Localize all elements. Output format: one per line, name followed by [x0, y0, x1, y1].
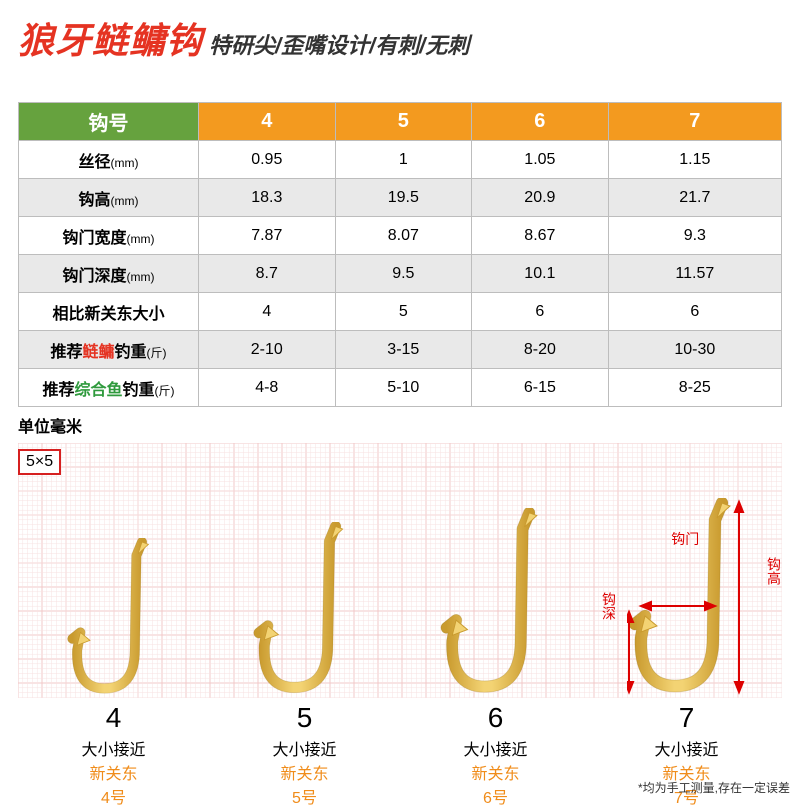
col-header-label: 钩号 [19, 103, 199, 141]
row-label: 丝径(mm) [19, 141, 199, 179]
table-row: 钩高(mm)18.319.520.921.7 [19, 179, 782, 217]
row-label: 钩门宽度(mm) [19, 217, 199, 255]
title-row: 狼牙鲢鳙钩 特研尖/歪嘴设计/有刺/无刺 [0, 0, 800, 72]
hook-close-label: 大小接近 [18, 736, 209, 760]
table-cell: 0.95 [199, 141, 336, 179]
hook-ref-brand: 新关东 [471, 766, 519, 783]
table-cell: 4 [199, 293, 336, 331]
hook-cell: 钩高 钩门 钩深 [591, 463, 782, 698]
row-label: 推荐综合鱼钓重(斤) [19, 369, 199, 407]
table-row: 推荐鲢鳙钓重(斤)2-103-158-2010-30 [19, 331, 782, 369]
table-cell: 10.1 [472, 255, 609, 293]
hook-icon [66, 538, 162, 698]
table-cell: 5-10 [335, 369, 472, 407]
hook-number: 4 [18, 702, 209, 734]
table-cell: 20.9 [472, 179, 609, 217]
hook-cell [18, 463, 209, 698]
table-cell: 21.7 [608, 179, 781, 217]
table-row: 钩门深度(mm)8.79.510.111.57 [19, 255, 782, 293]
table-cell: 2-10 [199, 331, 336, 369]
table-cell: 6 [608, 293, 781, 331]
row-label: 钩门深度(mm) [19, 255, 199, 293]
spec-table-head: 钩号4567 [19, 103, 782, 141]
table-row: 丝径(mm)0.9511.051.15 [19, 141, 782, 179]
table-cell: 9.3 [608, 217, 781, 255]
table-cell: 3-15 [335, 331, 472, 369]
hook-icon [439, 508, 553, 698]
table-cell: 18.3 [199, 179, 336, 217]
hook-number: 7 [591, 702, 782, 734]
table-cell: 8.07 [335, 217, 472, 255]
hook-ref-size: 4号 [101, 790, 126, 807]
table-cell: 11.57 [608, 255, 781, 293]
col-header-size: 4 [199, 103, 336, 141]
row-label: 相比新关东大小 [19, 293, 199, 331]
hook-close-label: 大小接近 [591, 736, 782, 760]
hook-close-label: 大小接近 [400, 736, 591, 760]
table-cell: 10-30 [608, 331, 781, 369]
hook-label-cell: 4 大小接近 新关东 4号 [18, 702, 209, 808]
table-cell: 8-20 [472, 331, 609, 369]
unit-note: 单位毫米 [18, 413, 800, 437]
table-cell: 7.87 [199, 217, 336, 255]
table-cell: 5 [335, 293, 472, 331]
dim-depth-label: 钩深 [599, 592, 619, 620]
grid-area: 5×5 [18, 443, 782, 698]
hooks-row: 钩高 钩门 钩深 [18, 463, 782, 698]
col-header-size: 6 [472, 103, 609, 141]
hook-label-cell: 6 大小接近 新关东 6号 [400, 702, 591, 808]
row-label: 钩高(mm) [19, 179, 199, 217]
col-header-size: 7 [608, 103, 781, 141]
dim-height-label: 钩高 [764, 557, 784, 585]
table-cell: 8.7 [199, 255, 336, 293]
table-cell: 6-15 [472, 369, 609, 407]
spec-table: 钩号4567 丝径(mm)0.9511.051.15钩高(mm)18.319.5… [18, 102, 782, 407]
hook-ref-brand: 新关东 [280, 766, 328, 783]
hook-cell [400, 463, 591, 698]
table-row: 推荐综合鱼钓重(斤)4-85-106-158-25 [19, 369, 782, 407]
title-sub: 特研尖/歪嘴设计/有刺/无刺 [209, 28, 469, 60]
table-cell: 1 [335, 141, 472, 179]
table-cell: 1.15 [608, 141, 781, 179]
hook-cell [209, 463, 400, 698]
table-cell: 9.5 [335, 255, 472, 293]
table-cell: 19.5 [335, 179, 472, 217]
hook-ref-brand: 新关东 [89, 766, 137, 783]
col-header-size: 5 [335, 103, 472, 141]
hook-icon [627, 498, 747, 698]
hook-number: 6 [400, 702, 591, 734]
hook-label-cell: 5 大小接近 新关东 5号 [209, 702, 400, 808]
footnote: *均为手工测量,存在一定误差 [638, 779, 790, 796]
hook-ref-size: 6号 [483, 790, 508, 807]
table-row: 钩门宽度(mm)7.878.078.679.3 [19, 217, 782, 255]
table-cell: 8-25 [608, 369, 781, 407]
table-cell: 6 [472, 293, 609, 331]
hook-number: 5 [209, 702, 400, 734]
table-cell: 4-8 [199, 369, 336, 407]
hook-close-label: 大小接近 [209, 736, 400, 760]
hook-icon [252, 522, 358, 698]
spec-table-body: 丝径(mm)0.9511.051.15钩高(mm)18.319.520.921.… [19, 141, 782, 407]
title-main: 狼牙鲢鳙钩 [18, 12, 203, 64]
hook-ref-size: 5号 [292, 790, 317, 807]
table-row: 相比新关东大小4566 [19, 293, 782, 331]
row-label: 推荐鲢鳙钓重(斤) [19, 331, 199, 369]
table-cell: 1.05 [472, 141, 609, 179]
table-cell: 8.67 [472, 217, 609, 255]
